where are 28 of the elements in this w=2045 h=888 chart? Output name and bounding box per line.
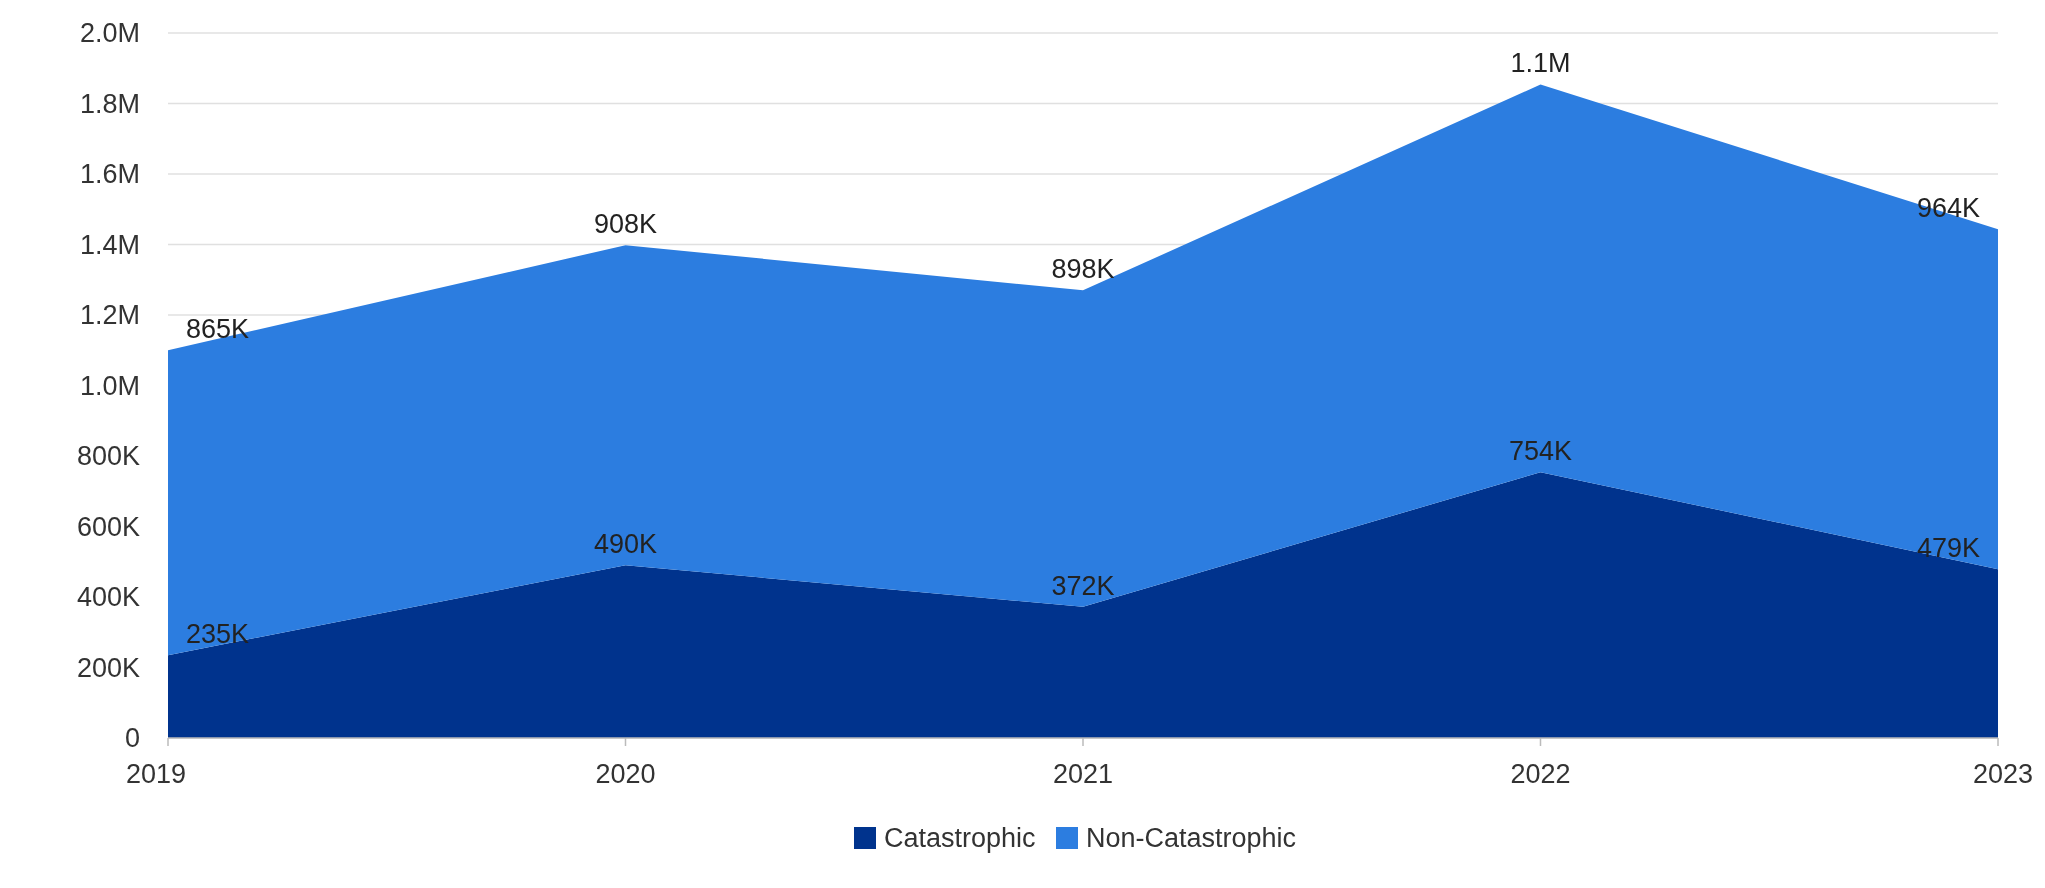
data-label: 479K <box>1916 533 1980 564</box>
y-tick-label: 1.0M <box>79 370 140 401</box>
y-tick-label: 600K <box>76 511 140 542</box>
legend-label: Non-Catastrophic <box>1086 823 1297 854</box>
data-label: 964K <box>1916 193 1980 224</box>
data-label: 898K <box>1051 254 1115 285</box>
data-label: 908K <box>593 209 658 240</box>
data-label: 1.1M <box>1510 48 1571 79</box>
y-tick-label: 1.4M <box>79 229 140 260</box>
data-label: 754K <box>1508 436 1573 467</box>
x-tick-label: 2022 <box>1510 759 1571 789</box>
y-tick-label: 1.2M <box>79 300 140 331</box>
data-label: 490K <box>593 529 658 560</box>
legend-label: Catastrophic <box>884 823 1036 854</box>
x-tick-label: 2023 <box>1972 759 2033 789</box>
data-label: 372K <box>1051 570 1115 601</box>
y-tick-label: 400K <box>76 582 140 613</box>
y-tick-label: 800K <box>76 441 140 472</box>
data-label: 235K <box>186 619 250 650</box>
y-tick-label: 2.0M <box>79 18 140 49</box>
x-tick-label: 2021 <box>1052 759 1114 789</box>
y-tick-label: 0 <box>124 723 140 754</box>
x-tick-label: 2019 <box>126 759 187 789</box>
y-tick-label: 1.8M <box>79 88 140 119</box>
y-tick-label: 1.6M <box>79 159 140 190</box>
x-tick-label: 2020 <box>595 759 656 789</box>
data-label: 865K <box>186 314 250 345</box>
y-tick-label: 200K <box>76 652 140 683</box>
